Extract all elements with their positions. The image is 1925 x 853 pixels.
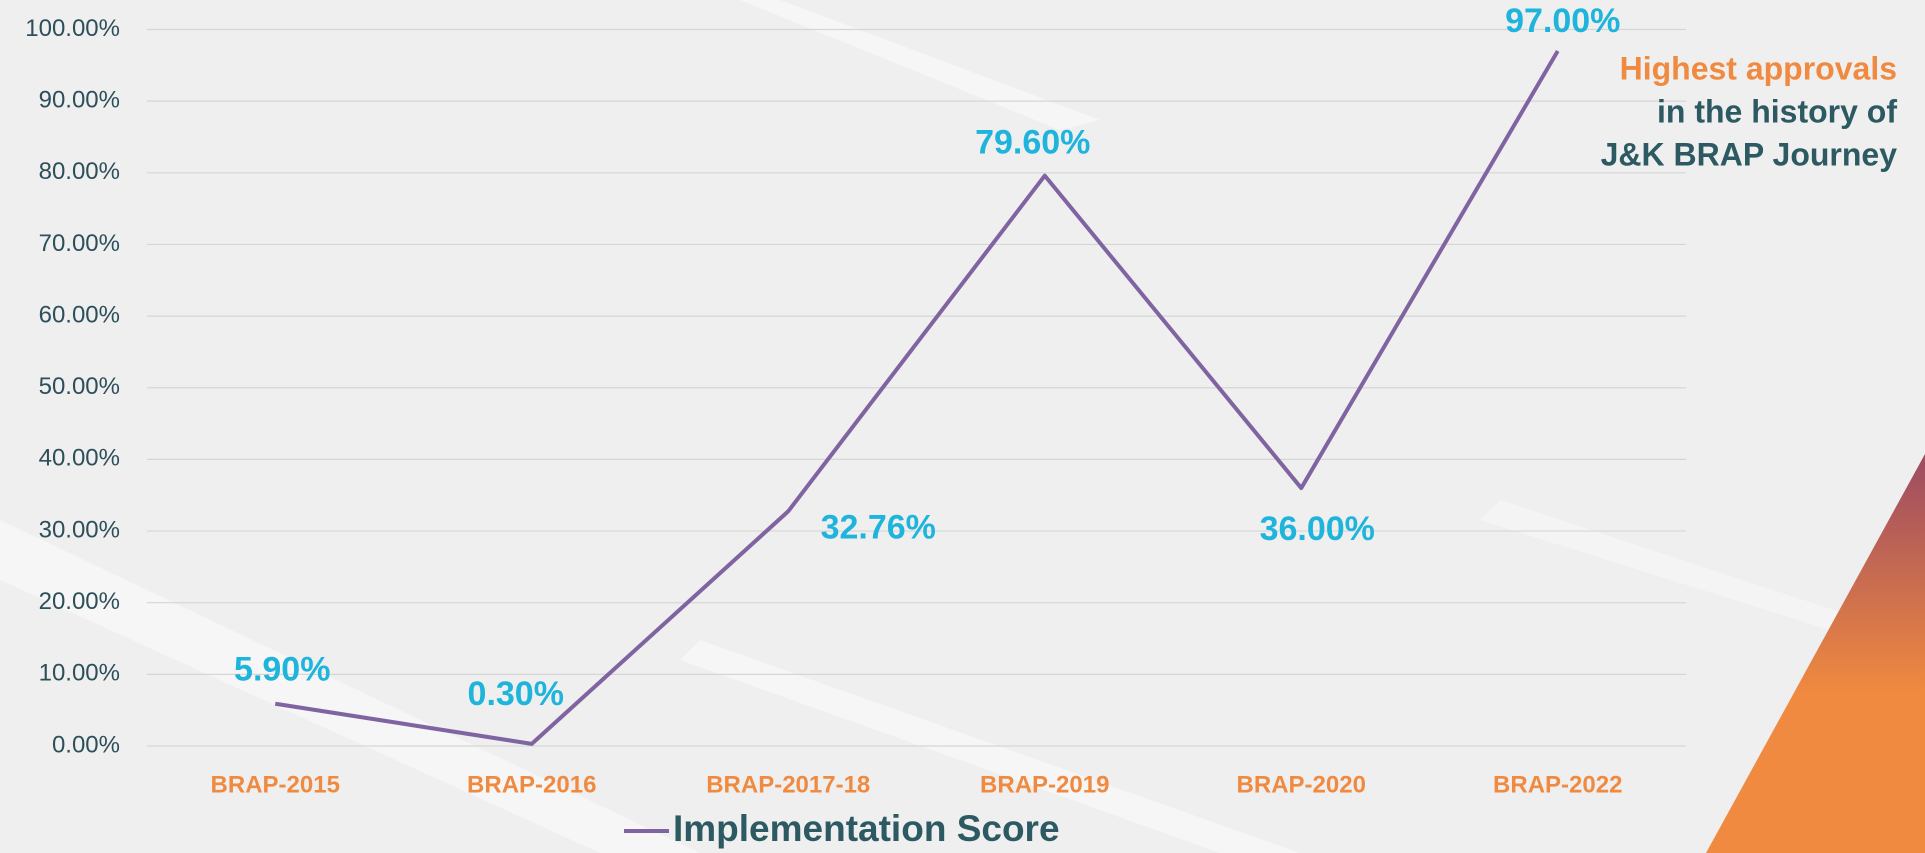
annotation: J&K BRAP Journey xyxy=(1601,136,1898,172)
y-tick-label: 100.00% xyxy=(25,15,120,42)
y-tick-label: 30.00% xyxy=(39,516,120,543)
x-tick-label: BRAP-2016 xyxy=(467,771,596,798)
annotation: in the history of xyxy=(1657,93,1897,129)
y-tick-label: 20.00% xyxy=(39,588,120,615)
data-label: 79.60% xyxy=(975,124,1090,162)
y-tick-label: 90.00% xyxy=(39,86,120,113)
y-tick-label: 70.00% xyxy=(39,230,120,257)
background xyxy=(0,0,1925,853)
x-tick-label: BRAP-2019 xyxy=(980,771,1109,798)
data-label: 97.00% xyxy=(1505,2,1620,40)
annotation: Highest approvals xyxy=(1620,50,1897,86)
y-tick-label: 60.00% xyxy=(39,301,120,328)
y-tick-label: 0.00% xyxy=(52,731,120,758)
y-tick-label: 40.00% xyxy=(39,445,120,472)
legend-label: Implementation Score xyxy=(673,808,1060,849)
y-tick-label: 10.00% xyxy=(39,660,120,687)
x-tick-label: BRAP-2022 xyxy=(1493,771,1622,798)
chart: 0.00% 10.00% 20.00% 30.00% 40.00% 50.00% 60.00… xyxy=(0,0,1925,853)
x-tick-label: BRAP-2020 xyxy=(1237,771,1366,798)
data-label: 32.76% xyxy=(821,508,936,546)
data-label: 36.00% xyxy=(1260,510,1375,548)
data-label: 0.30% xyxy=(468,675,564,713)
x-tick-label: BRAP-2015 xyxy=(211,771,340,798)
y-tick-label: 80.00% xyxy=(39,158,120,185)
page: {"chart_data": {"type": "line", "categor… xyxy=(0,0,1925,853)
y-tick-label: 50.00% xyxy=(39,373,120,400)
data-label: 5.90% xyxy=(234,651,330,689)
x-tick-label: BRAP-2017-18 xyxy=(706,771,870,798)
